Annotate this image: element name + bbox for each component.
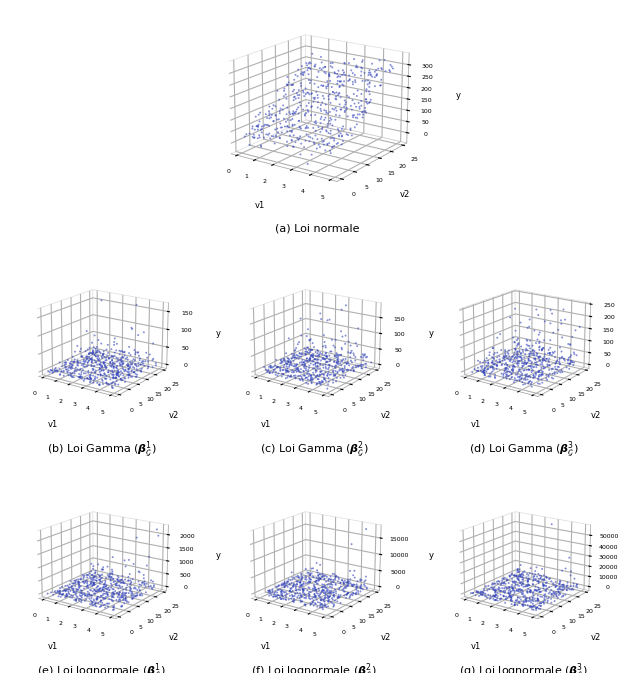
Y-axis label: v2: v2 [381,633,391,642]
X-axis label: v1: v1 [255,201,265,209]
Text: (f) Loi lognormale ($\boldsymbol{\beta}_{\mathcal{L}}^2$): (f) Loi lognormale ($\boldsymbol{\beta}_… [251,662,377,673]
Text: (c) Loi Gamma ($\boldsymbol{\beta}_{\mathcal{G}}^2$): (c) Loi Gamma ($\boldsymbol{\beta}_{\mat… [260,439,368,460]
X-axis label: v1: v1 [261,420,271,429]
Y-axis label: v2: v2 [381,411,391,420]
X-axis label: v1: v1 [261,642,271,651]
Text: (d) Loi Gamma ($\boldsymbol{\beta}_{\mathcal{G}}^3$): (d) Loi Gamma ($\boldsymbol{\beta}_{\mat… [469,439,578,460]
Y-axis label: v2: v2 [591,411,601,420]
X-axis label: v1: v1 [48,642,58,651]
X-axis label: v1: v1 [471,642,481,651]
X-axis label: v1: v1 [48,420,58,429]
Text: (e) Loi lognormale ($\boldsymbol{\beta}_{\mathcal{L}}^1$): (e) Loi lognormale ($\boldsymbol{\beta}_… [37,662,166,673]
Text: (a) Loi normale: (a) Loi normale [275,223,360,234]
Text: (g) Loi lognormale ($\boldsymbol{\beta}_{\mathcal{L}}^3$): (g) Loi lognormale ($\boldsymbol{\beta}_… [459,662,589,673]
X-axis label: v1: v1 [471,420,481,429]
Text: (b) Loi Gamma ($\boldsymbol{\beta}_{\mathcal{G}}^1$): (b) Loi Gamma ($\boldsymbol{\beta}_{\mat… [47,439,156,460]
Y-axis label: v2: v2 [168,411,178,420]
Y-axis label: v2: v2 [168,633,178,642]
Y-axis label: v2: v2 [399,190,410,199]
Y-axis label: v2: v2 [591,633,601,642]
